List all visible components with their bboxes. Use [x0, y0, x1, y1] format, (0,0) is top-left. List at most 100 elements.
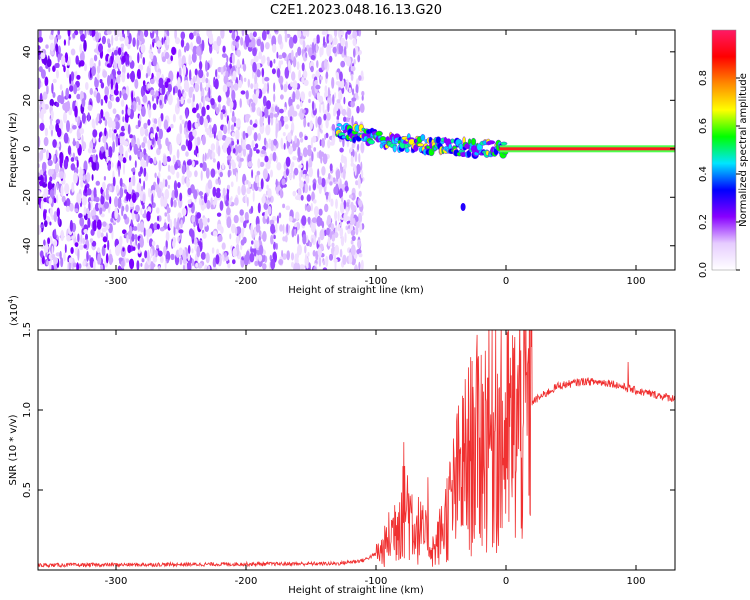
noise-cell: [215, 178, 219, 185]
noise-cell: [114, 55, 120, 64]
noise-cell: [222, 84, 228, 93]
noise-cell: [288, 36, 294, 49]
noise-cell: [342, 254, 347, 265]
signal-cell: [420, 133, 426, 141]
noise-cell: [281, 249, 284, 258]
noise-cell: [129, 155, 132, 161]
isolated-blob: [460, 203, 466, 211]
noise-cell: [236, 118, 241, 128]
noise-cell: [341, 108, 347, 116]
noise-cell: [175, 37, 180, 45]
noise-cell: [104, 127, 107, 137]
noise-cell: [350, 244, 356, 256]
noise-cell: [322, 101, 325, 114]
noise-cell: [47, 181, 53, 191]
noise-cell: [224, 252, 227, 258]
noise-cell: [137, 222, 141, 232]
noise-cell: [128, 182, 133, 188]
noise-cell: [158, 77, 164, 86]
noise-cell: [129, 55, 132, 63]
noise-cell: [127, 30, 130, 37]
noise-cell: [98, 59, 101, 68]
noise-cell: [192, 31, 197, 36]
noise-cell: [132, 37, 136, 48]
noise-cell: [278, 259, 284, 265]
noise-cell: [187, 252, 191, 261]
noise-cell: [124, 189, 128, 194]
noise-cell: [330, 198, 334, 207]
noise-cell: [317, 116, 322, 126]
noise-cell: [64, 52, 69, 63]
noise-cell: [215, 254, 220, 265]
noise-cell: [181, 207, 187, 216]
signal-band-core: [499, 147, 675, 151]
noise-cell: [139, 166, 143, 175]
noise-cell: [125, 258, 130, 263]
noise-cell: [294, 223, 297, 228]
noise-cell: [73, 231, 76, 239]
noise-cell: [249, 252, 255, 263]
noise-cell: [264, 76, 270, 82]
noise-cell: [251, 140, 255, 149]
noise-cell: [172, 154, 176, 165]
noise-cell: [78, 244, 84, 251]
noise-cell: [200, 251, 206, 260]
noise-cell: [144, 128, 149, 137]
noise-cell: [173, 199, 177, 208]
noise-cell: [186, 176, 189, 185]
noise-cell: [176, 133, 182, 145]
noise-cell: [361, 210, 364, 216]
noise-cell: [350, 192, 356, 201]
noise-cell: [148, 228, 153, 237]
noise-cell: [312, 135, 317, 143]
noise-cell: [273, 146, 277, 151]
noise-cell: [122, 116, 125, 123]
noise-cell: [40, 200, 43, 211]
noise-cell: [40, 108, 44, 121]
snr-frame: [37, 329, 676, 571]
noise-cell: [167, 83, 172, 93]
noise-cell: [47, 159, 53, 166]
noise-cell: [59, 250, 62, 260]
noise-cell: [174, 188, 179, 199]
noise-cell: [338, 90, 343, 101]
noise-cell: [215, 191, 221, 199]
noise-cell: [56, 69, 59, 79]
noise-cell: [334, 102, 339, 112]
noise-cell: [219, 171, 223, 178]
noise-cell: [141, 142, 146, 149]
noise-cell: [83, 175, 86, 182]
noise-cell: [152, 103, 157, 111]
noise-cell: [208, 87, 211, 99]
noise-cell: [285, 156, 291, 167]
noise-cell: [89, 57, 94, 69]
noise-cell: [157, 265, 161, 270]
noise-cell: [91, 215, 96, 220]
noise-cell: [330, 223, 335, 230]
noise-cell: [110, 217, 114, 223]
noise-cell: [140, 43, 146, 54]
noise-cell: [180, 96, 184, 105]
noise-cell: [230, 196, 233, 201]
noise-cell: [340, 60, 346, 68]
noise-cell: [282, 224, 285, 235]
noise-cell: [103, 176, 106, 181]
noise-cell: [332, 94, 335, 105]
noise-cell: [358, 200, 363, 208]
noise-cell: [57, 53, 60, 63]
noise-cell: [67, 60, 70, 66]
noise-cell: [350, 229, 356, 236]
noise-cell: [93, 187, 97, 198]
noise-cell: [280, 84, 284, 91]
noise-cell: [61, 153, 64, 164]
noise-cell: [250, 83, 254, 90]
noise-cell: [207, 188, 211, 194]
noise-cell: [358, 75, 362, 81]
noise-cell: [46, 84, 49, 95]
noise-cell: [188, 228, 194, 237]
signal-cell: [367, 139, 375, 145]
noise-cell: [147, 103, 150, 116]
noise-cell: [343, 116, 347, 123]
noise-cell: [256, 170, 261, 176]
noise-cell: [360, 169, 364, 179]
